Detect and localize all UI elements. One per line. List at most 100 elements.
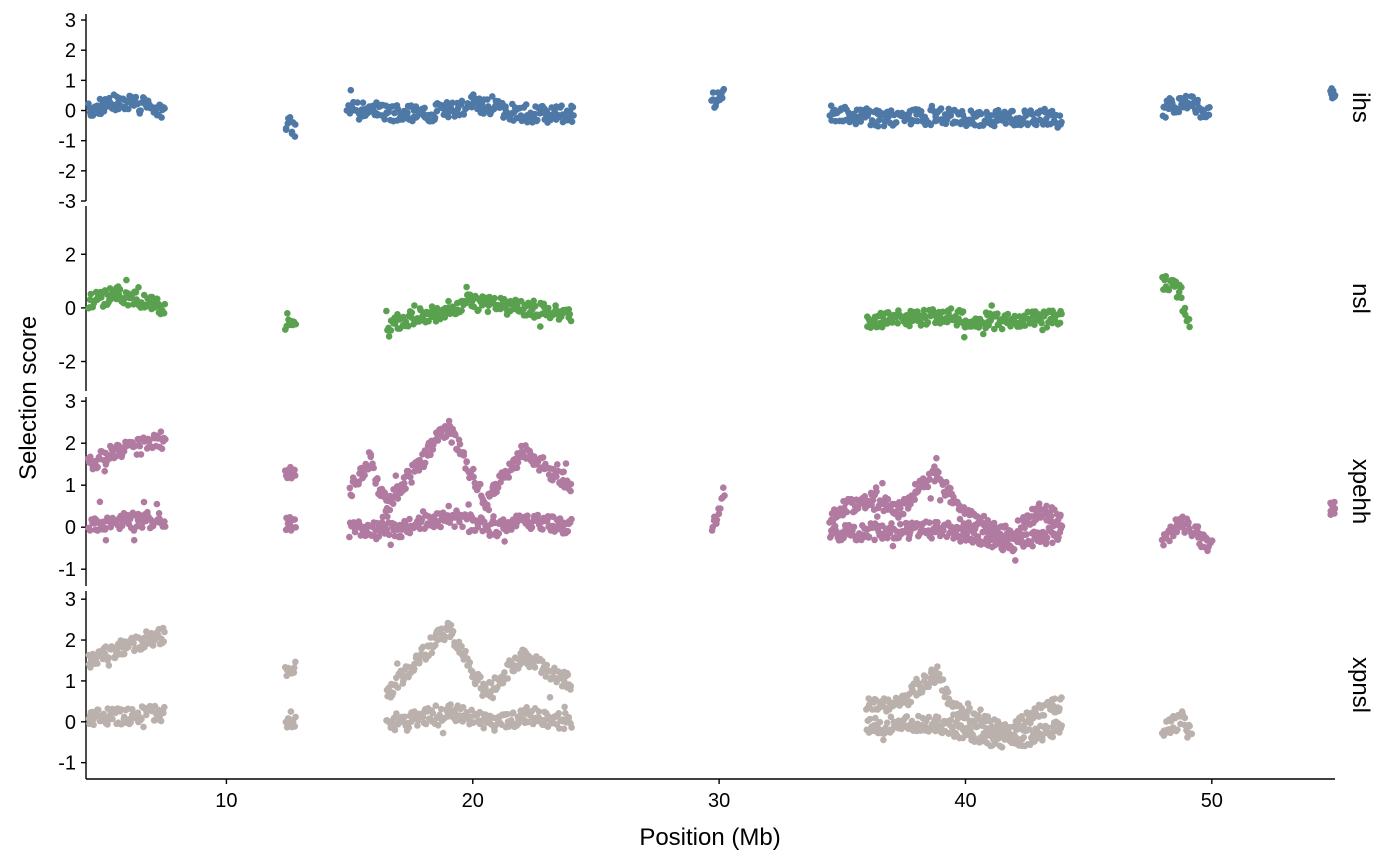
data-point xyxy=(940,527,947,534)
data-point xyxy=(1049,539,1056,547)
data-point xyxy=(567,480,575,488)
data-point xyxy=(491,294,498,302)
x-tick-label: 20 xyxy=(462,790,484,812)
data-point xyxy=(346,533,353,541)
y-tick-label-ihs: 0 xyxy=(65,101,76,123)
data-point xyxy=(924,483,932,491)
data-point xyxy=(470,473,477,481)
data-point xyxy=(900,510,907,518)
data-point xyxy=(291,466,298,474)
data-point xyxy=(944,688,952,696)
data-point xyxy=(914,117,921,125)
data-point xyxy=(399,313,407,321)
data-point xyxy=(939,308,947,316)
data-point xyxy=(1178,294,1185,302)
data-point xyxy=(415,659,423,667)
data-point xyxy=(542,673,550,680)
data-point xyxy=(161,518,168,525)
data-point xyxy=(468,706,475,714)
data-point xyxy=(484,308,492,316)
data-point xyxy=(569,103,577,111)
data-point xyxy=(494,484,502,491)
data-point xyxy=(988,112,995,119)
data-point xyxy=(130,301,137,308)
y-tick-label-nsl: 2 xyxy=(65,244,76,266)
x-tick-label: 40 xyxy=(954,790,976,812)
data-point xyxy=(1166,537,1173,545)
data-point xyxy=(1162,272,1170,280)
data-point xyxy=(448,439,456,446)
data-point xyxy=(402,485,409,493)
data-point xyxy=(477,480,484,488)
data-point xyxy=(160,638,167,645)
data-point xyxy=(105,654,112,661)
data-point xyxy=(354,99,361,106)
data-point xyxy=(522,101,530,108)
data-point xyxy=(138,524,146,531)
data-point xyxy=(524,718,532,726)
data-point xyxy=(907,500,914,508)
data-point xyxy=(720,484,727,492)
data-point xyxy=(984,517,992,524)
data-point xyxy=(545,304,552,312)
data-point xyxy=(1188,730,1196,738)
data-point xyxy=(437,523,444,531)
data-point xyxy=(1035,500,1043,508)
data-point xyxy=(154,295,161,303)
data-point xyxy=(885,309,892,316)
data-point xyxy=(96,498,104,506)
data-point xyxy=(866,108,873,116)
data-point xyxy=(155,510,163,517)
data-point xyxy=(1002,522,1009,530)
data-point xyxy=(1029,542,1036,550)
data-point xyxy=(445,502,453,510)
data-point xyxy=(1009,107,1016,115)
data-point xyxy=(477,673,484,681)
data-point xyxy=(539,526,546,533)
data-point xyxy=(445,297,452,305)
data-point xyxy=(971,525,979,533)
data-point xyxy=(346,484,354,492)
data-point xyxy=(870,506,878,513)
data-point xyxy=(513,464,521,472)
data-point xyxy=(1057,522,1065,529)
data-point xyxy=(539,657,546,665)
data-point xyxy=(394,660,401,667)
data-point xyxy=(558,102,565,109)
data-point xyxy=(460,111,468,118)
data-point xyxy=(474,523,482,531)
data-point xyxy=(422,720,430,728)
data-point xyxy=(401,713,409,721)
data-point xyxy=(911,480,919,488)
data-point xyxy=(924,319,932,326)
data-point xyxy=(348,492,356,500)
data-point xyxy=(160,309,168,317)
data-point xyxy=(460,449,468,456)
data-point xyxy=(452,431,459,439)
data-point xyxy=(1178,284,1185,291)
data-point xyxy=(408,309,416,316)
data-point xyxy=(1186,722,1193,730)
data-point xyxy=(1165,286,1173,294)
data-point xyxy=(888,319,896,326)
data-point xyxy=(140,498,148,506)
data-point xyxy=(515,720,522,727)
x-tick-label: 50 xyxy=(1201,790,1223,812)
data-point xyxy=(447,701,454,708)
x-axis-title: Position (Mb) xyxy=(639,824,780,851)
data-point xyxy=(1010,546,1018,553)
y-tick-label-xpnsl: 3 xyxy=(65,589,76,611)
data-point xyxy=(456,518,463,526)
data-point xyxy=(385,333,393,340)
data-point xyxy=(568,515,575,523)
data-point xyxy=(721,492,728,499)
data-point xyxy=(1194,523,1202,530)
series-points-nsl xyxy=(85,272,1193,341)
data-point xyxy=(1039,737,1046,744)
data-point xyxy=(386,506,394,514)
data-point xyxy=(560,725,568,733)
data-point xyxy=(449,99,456,107)
data-point xyxy=(856,113,863,120)
data-point xyxy=(385,531,393,539)
data-point xyxy=(458,642,465,650)
